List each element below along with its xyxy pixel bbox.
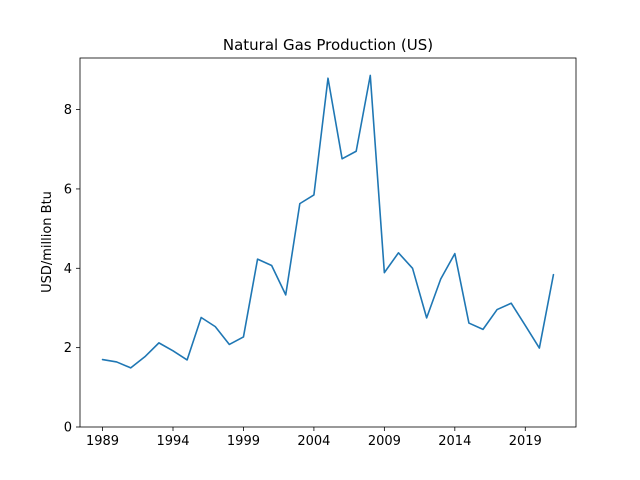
- data-point: [270, 264, 274, 268]
- chart-title: Natural Gas Production (US): [223, 36, 433, 54]
- data-point: [227, 342, 231, 346]
- data-point: [101, 358, 105, 362]
- data-point: [157, 341, 161, 345]
- data-point: [509, 301, 513, 305]
- x-tick-label: 1999: [227, 434, 260, 449]
- y-axis-label: USD/million Btu: [40, 191, 55, 293]
- data-point: [537, 346, 541, 350]
- y-tick-label: 8: [64, 103, 72, 118]
- data-point: [425, 316, 429, 320]
- data-point: [171, 349, 175, 353]
- data-point: [143, 355, 147, 359]
- x-tick-label: 1989: [86, 434, 119, 449]
- data-point: [326, 76, 330, 80]
- data-point: [129, 366, 133, 370]
- data-point: [396, 251, 400, 255]
- data-point: [213, 325, 217, 329]
- data-point: [284, 293, 288, 297]
- data-point: [495, 308, 499, 312]
- x-tick-label: 1994: [156, 434, 189, 449]
- y-tick-label: 2: [64, 341, 72, 356]
- data-point: [340, 157, 344, 161]
- plot-area: [101, 73, 555, 370]
- data-point: [312, 193, 316, 197]
- x-axis-ticks: 1989 1994 1999 2004 2009 2014 2019: [86, 427, 542, 449]
- y-tick-label: 6: [64, 182, 72, 197]
- data-point: [481, 327, 485, 331]
- data-point: [439, 277, 443, 281]
- data-point: [354, 149, 358, 153]
- y-tick-label: 0: [64, 421, 72, 436]
- y-tick-label: 4: [64, 262, 72, 277]
- data-point: [382, 271, 386, 275]
- x-tick-label: 2009: [368, 434, 401, 449]
- data-point: [185, 358, 189, 362]
- axes-frame: [79, 57, 577, 428]
- data-point: [298, 202, 302, 206]
- x-tick-label: 2019: [509, 434, 542, 449]
- data-point: [368, 73, 372, 77]
- data-point: [551, 273, 555, 277]
- data-point: [115, 360, 119, 364]
- x-tick-label: 2014: [438, 434, 471, 449]
- data-point: [467, 321, 471, 325]
- data-point: [256, 257, 260, 261]
- y-axis-ticks: 0 2 4 6 8: [64, 103, 80, 436]
- x-tick-label: 2004: [297, 434, 330, 449]
- data-point: [523, 323, 527, 327]
- data-point: [241, 335, 245, 339]
- data-point: [199, 315, 203, 319]
- data-point: [453, 252, 457, 256]
- series-line: [101, 74, 555, 369]
- data-point: [411, 266, 415, 270]
